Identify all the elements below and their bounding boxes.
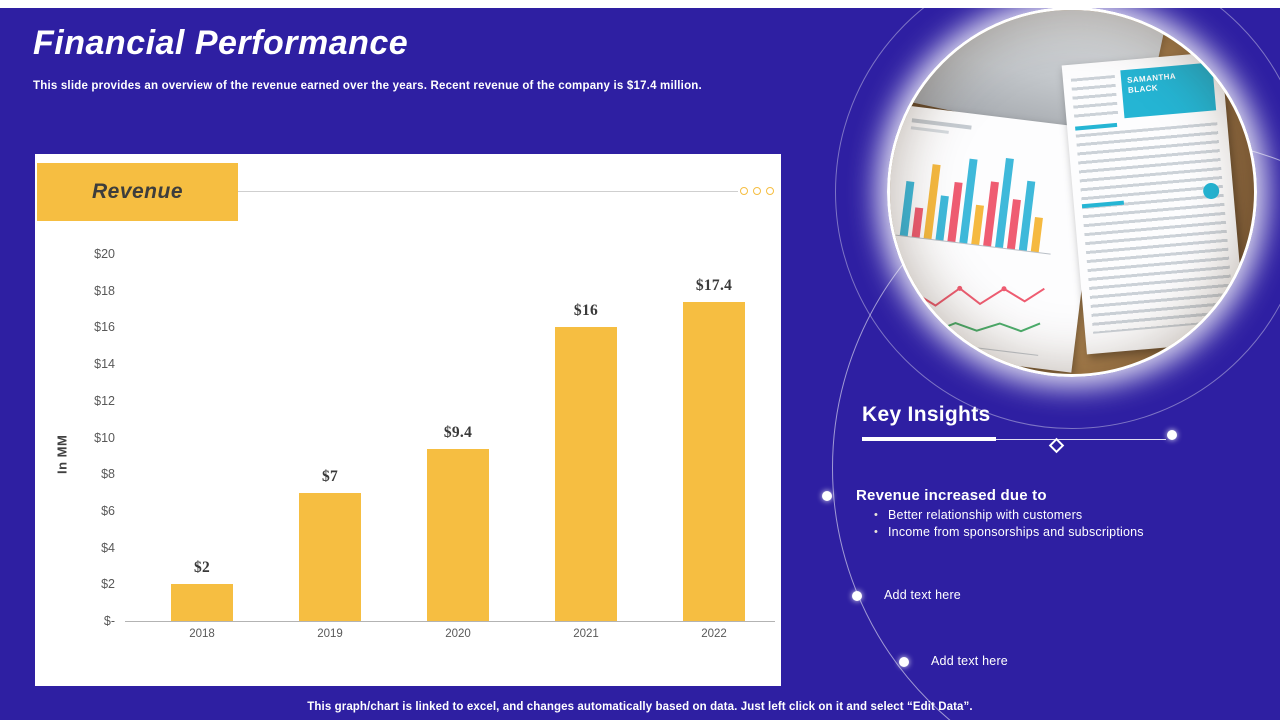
bars: $2 $7 $9.4 $16 $17.4 xyxy=(138,254,778,621)
bar-slot: $17.4 xyxy=(650,254,778,621)
y-tick-label: $8 xyxy=(101,467,115,482)
x-axis-line xyxy=(125,621,775,622)
x-tick-label: 2018 xyxy=(189,628,215,640)
y-tick-label: $4 xyxy=(101,540,115,555)
y-tick-label: $- xyxy=(103,614,115,628)
y-tick-label: $16 xyxy=(94,320,115,335)
y-tick-label: $18 xyxy=(94,283,115,298)
bar[interactable] xyxy=(683,301,745,621)
y-axis-ticks: $20 $18 $16 $14 $12 $10 $8 $6 $4 $2 $- xyxy=(35,247,115,628)
insight-1-bullet: Better relationship with customers xyxy=(872,507,1144,524)
bar[interactable] xyxy=(427,448,489,621)
top-border-strip xyxy=(0,0,1280,8)
key-insights-connector-line xyxy=(996,439,1166,440)
resume-accent-bar-1 xyxy=(1075,122,1118,131)
revenue-chart[interactable]: Revenue In MM $20 $18 $16 $14 $12 $10 $8 $6 $4 $2… xyxy=(35,154,781,686)
connector-end-dot xyxy=(1167,430,1177,440)
photo-mini-charts xyxy=(890,118,1051,356)
y-tick-label: $12 xyxy=(94,393,115,408)
title-rule-line xyxy=(238,191,738,192)
insight-1-bullet: Income from sponsorships and subscriptio… xyxy=(872,524,1144,541)
x-tick-label: 2020 xyxy=(445,628,471,640)
photo-laptop xyxy=(890,10,1176,151)
insight-2-placeholder[interactable]: Add text here xyxy=(884,588,961,602)
bar-slot: $9.4 xyxy=(394,254,522,621)
x-axis-labels: 2018 2019 2020 2021 2022 xyxy=(138,628,778,640)
resume-body-lines xyxy=(1075,122,1235,334)
bar[interactable] xyxy=(299,492,361,621)
bar-value-label: $7 xyxy=(321,467,339,485)
y-tick-label: $6 xyxy=(101,503,115,518)
y-tick-label: $10 xyxy=(94,430,115,445)
photo-resume-paper: SAMANTHA BLACK xyxy=(1061,51,1247,355)
title-ring-dots-icon xyxy=(740,187,774,195)
slide-subtitle: This slide provides an overview of the r… xyxy=(33,80,702,92)
key-insights-underline xyxy=(862,437,996,441)
desk-photo: SAMANTHA BLACK xyxy=(887,7,1257,377)
y-tick-label: $2 xyxy=(101,577,115,592)
bar-slot: $16 xyxy=(522,254,650,621)
bar[interactable] xyxy=(555,327,617,621)
insight-1-title: Revenue increased due to xyxy=(856,487,1047,504)
x-tick-label: 2019 xyxy=(317,628,343,640)
resume-accent-bar-2 xyxy=(1081,200,1125,209)
photo-chart-paper xyxy=(890,104,1102,373)
resume-name-block: SAMANTHA BLACK xyxy=(1120,62,1217,119)
insight-2-dot xyxy=(852,591,862,601)
resume-header-lines xyxy=(1070,74,1119,119)
insight-3-placeholder[interactable]: Add text here xyxy=(931,654,1008,668)
bar-value-label: $9.4 xyxy=(443,423,473,441)
chart-title-label: Revenue xyxy=(91,180,184,203)
bar-value-label: $2 xyxy=(193,559,211,577)
bar-slot: $7 xyxy=(266,254,394,621)
bar-value-label: $16 xyxy=(573,302,599,320)
insight-3-dot xyxy=(899,657,909,667)
resume-avatar-icon xyxy=(1202,182,1220,200)
page-title: Financial Performance xyxy=(33,24,409,62)
bar-value-label: $17.4 xyxy=(695,276,733,294)
chart-title-badge: Revenue xyxy=(37,163,238,221)
y-tick-label: $14 xyxy=(94,357,115,372)
bar-slot: $2 xyxy=(138,254,266,621)
footer-note: This graph/chart is linked to excel, and… xyxy=(307,701,973,713)
insight-1-dot xyxy=(822,491,832,501)
x-tick-label: 2021 xyxy=(573,628,599,640)
insight-1-bullet-list: Better relationship with customers Incom… xyxy=(872,507,1144,540)
key-insights-heading: Key Insights xyxy=(862,403,991,426)
x-tick-label: 2022 xyxy=(701,628,727,640)
y-tick-label: $20 xyxy=(94,247,115,261)
bar[interactable] xyxy=(171,584,233,621)
